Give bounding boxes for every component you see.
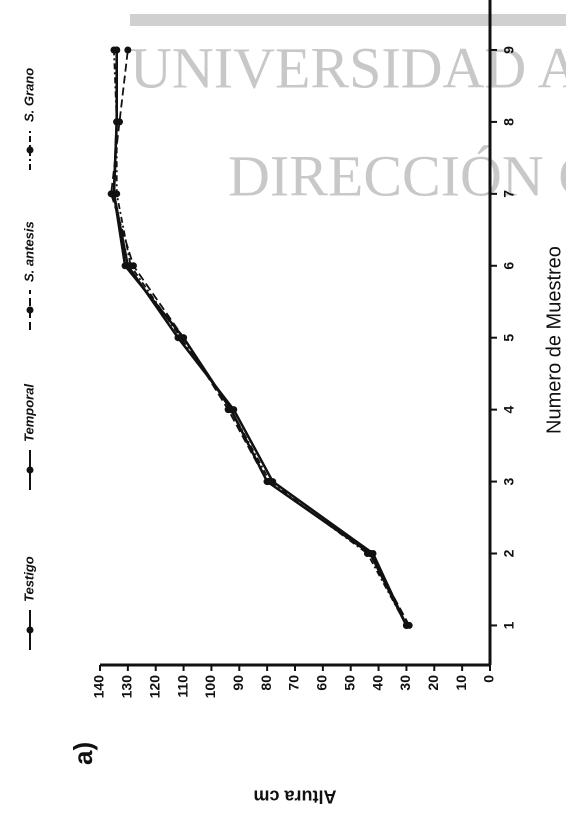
y-axis-label: Altura cm [253,786,336,806]
point-marker [177,334,185,342]
point-marker [402,621,410,629]
legend-label: Testigo [21,556,36,602]
point-marker [113,190,121,198]
y-tick-label: 30 [397,675,413,691]
y-tick-label: 80 [258,675,274,691]
point-marker [227,406,235,414]
legend-marker [26,306,34,314]
series-line [112,49,408,626]
x-axis-label: Numero de Muestreo [543,246,565,434]
y-tick-label: 50 [341,675,357,691]
plot: a) Numero de Muestreo Altura cm 0 10 20 30 4… [21,0,565,806]
y-tick-label: 20 [425,675,441,691]
legend-label: Temporal [21,384,36,442]
y-tick-label: 140 [91,675,107,699]
x-tick-label: 2 [501,549,517,557]
series-line [110,49,411,626]
point-marker [113,118,121,126]
watermark: UNIVERSIDAD A [130,35,566,100]
y-tick-label: 10 [453,675,469,691]
y-tick-label: 0 [481,675,497,683]
y-tick-label: 100 [202,675,218,699]
series-line [113,49,408,626]
series-line [112,49,408,626]
x-tick-label: 5 [501,334,517,342]
watermark: DIRECCIÓN G [228,143,566,208]
chart-title: a) [68,742,98,765]
point-marker [127,262,135,270]
point-marker [107,190,115,198]
y-tick-label: 40 [369,675,385,691]
y-tick-label: 130 [119,675,135,699]
point-marker [110,46,118,54]
x-tick-label: 6 [501,262,517,270]
x-tick-label: 3 [501,477,517,485]
legend-marker [26,146,34,154]
x-tick-label: 7 [501,190,517,198]
legend-label: S. antesis [21,221,36,282]
y-tick-label: 60 [314,675,330,691]
x-tick-label: 8 [501,118,517,126]
y-tick-label: 120 [146,675,162,699]
x-tick-label: 4 [501,406,517,414]
legend-marker [26,626,34,634]
legend-marker [26,466,34,474]
point-marker [124,46,132,54]
point-marker [363,550,371,558]
y-tick-label: 70 [286,675,302,691]
y-tick-label: 110 [174,675,190,698]
watermark-bar [130,14,566,26]
point-marker [266,478,274,486]
y-tick-label: 90 [230,675,246,691]
x-tick-label: 9 [501,46,517,54]
x-tick-label: 1 [501,621,517,629]
legend-label: S. Grano [21,68,36,122]
